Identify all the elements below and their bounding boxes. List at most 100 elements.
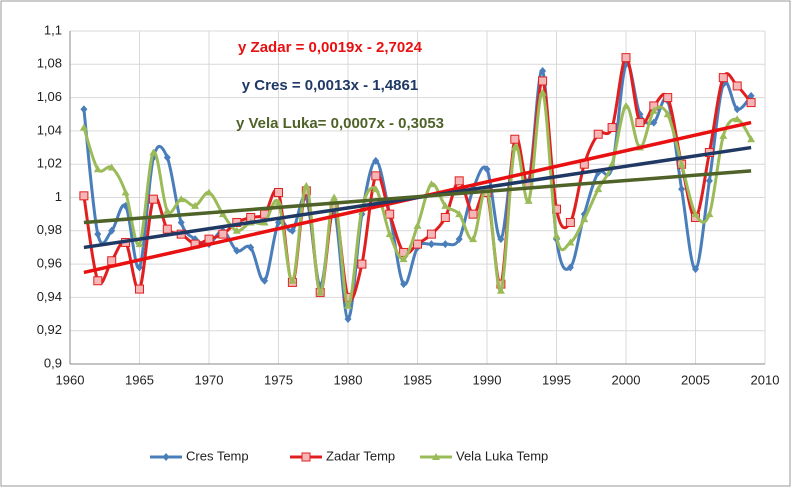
marker [496,286,505,294]
y-tick-label: 1,06 [37,89,62,104]
marker [344,315,352,324]
marker [330,193,339,201]
legend-marker [432,453,440,460]
annotation: y Zadar = 0,0019x - 2,7024 [238,39,423,56]
marker [441,240,449,249]
legend-label: Cres Temp [186,448,249,463]
marker [580,215,589,223]
trendline [83,169,752,225]
marker [705,176,713,185]
marker [107,163,116,171]
marker [93,276,103,286]
marker [136,263,143,272]
marker [691,210,700,218]
y-tick-label: 0,98 [37,222,62,237]
marker [440,212,450,222]
marker [565,217,575,227]
marker [372,156,380,165]
marker [566,238,575,246]
marker [261,276,269,285]
annotation: y Vela Luka= 0,0007x - 0,3053 [236,115,444,132]
marker [400,280,408,289]
x-tick-label: 2000 [612,372,641,387]
marker [468,209,478,219]
marker [148,194,158,204]
y-tick-label: 1,1 [44,22,62,37]
marker [622,101,630,109]
marker [594,185,603,193]
x-tick-label: 1980 [334,372,363,387]
marker [427,180,436,188]
marker [149,148,158,156]
x-tick-label: 1970 [195,372,224,387]
x-tick-label: 1975 [264,372,293,387]
marker [371,185,380,193]
y-tick-label: 1,04 [37,122,62,137]
marker [663,110,672,118]
marker [441,201,450,209]
marker [275,218,282,227]
marker [497,235,505,244]
marker [385,230,394,238]
y-tick-label: 0,9 [44,355,62,370]
legend-item: Cres Temp [150,448,249,463]
marker [274,188,283,198]
marker [746,98,756,108]
marker [302,181,311,189]
marker [635,118,645,128]
marker [510,143,519,151]
marker [566,263,574,272]
marker [552,231,561,239]
marker [732,81,742,91]
marker [288,276,297,284]
marker [608,160,617,168]
marker [121,188,130,196]
marker [191,201,200,209]
marker [247,243,255,252]
marker [747,135,756,143]
legend-marker [162,453,170,461]
marker [719,131,728,139]
legend-marker [301,452,311,462]
marker [274,198,283,206]
marker [163,153,171,162]
x-tick-label: 2010 [751,372,780,387]
marker [79,123,88,131]
marker [678,185,686,194]
marker [539,66,547,75]
legend-label: Vela Luka Temp [456,448,548,463]
x-tick-label: 1990 [473,372,502,387]
marker [107,256,117,266]
marker [357,259,367,269]
marker [538,76,548,86]
marker [205,188,213,196]
marker [162,224,172,234]
marker [733,105,741,114]
marker [94,230,102,239]
marker [649,106,658,114]
marker [483,165,491,174]
marker [455,235,463,244]
x-tick-label: 1965 [125,372,154,387]
legend-item: Zadar Temp [290,448,395,463]
marker [426,229,436,239]
marker [80,105,88,114]
marker [692,265,699,274]
marker [79,191,89,201]
marker [718,73,728,83]
marker [371,171,381,181]
marker [93,165,102,173]
marker [135,240,144,248]
x-tick-label: 1985 [403,372,432,387]
marker [232,226,241,234]
marker [344,301,352,309]
marker [622,60,630,69]
marker [538,88,547,96]
x-tick-label: 1995 [542,372,571,387]
marker [427,240,435,249]
marker [650,118,658,127]
marker [135,284,144,294]
marker [218,229,228,239]
marker [177,195,186,203]
